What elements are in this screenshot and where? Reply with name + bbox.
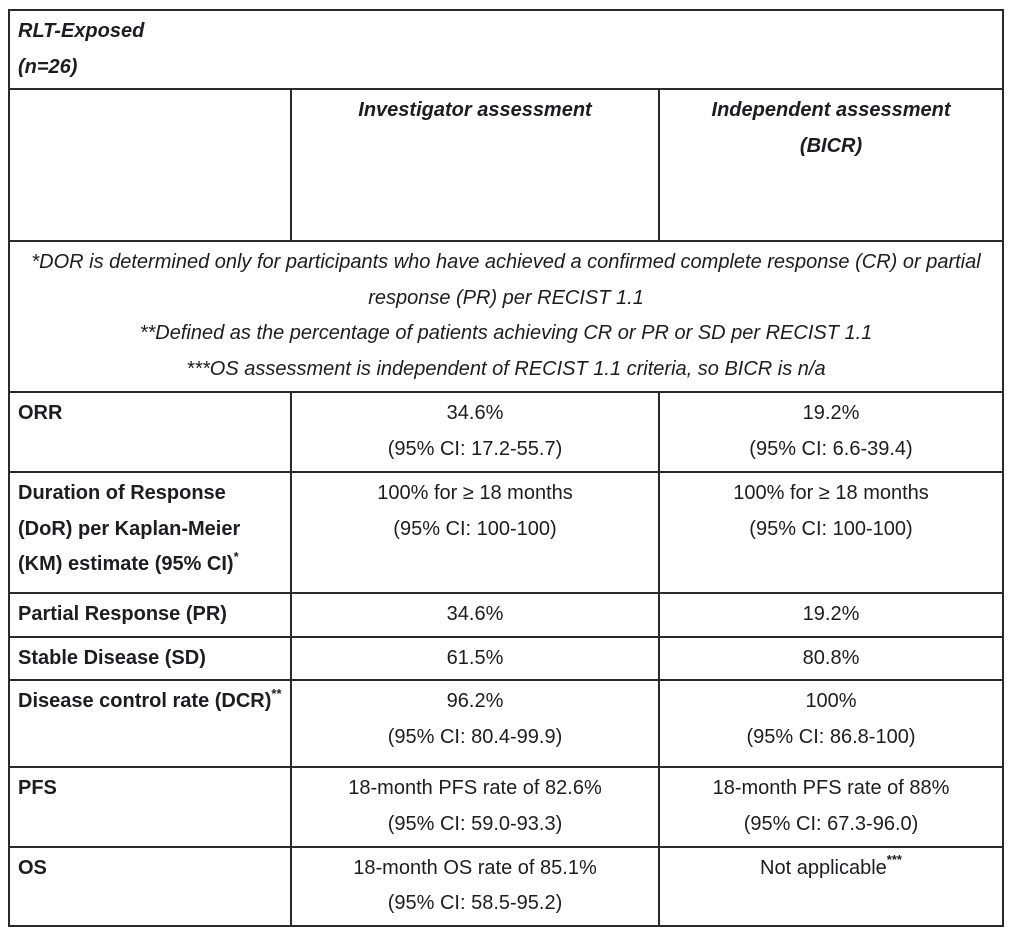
table-title: RLT-Exposed (n=26) xyxy=(7,8,1005,91)
ci-line: (95% CI: 80.4-99.9) xyxy=(387,725,563,748)
value-line: 100% xyxy=(805,690,857,713)
value-line: 18-month OS rate of 85.1% xyxy=(353,856,597,879)
value-line: 100% for ≥ 18 months xyxy=(733,482,929,505)
table-title-line2: (n=26) xyxy=(18,55,78,78)
orr-investigator-value: 34.6% (95% CI: 17.2-55.7) xyxy=(290,391,660,474)
os-bicr-value: Not applicable*** xyxy=(657,845,1005,927)
value-line: 19.2% xyxy=(802,603,860,626)
table-row-title: RLT-Exposed (n=26) xyxy=(7,8,1005,91)
results-table: RLT-Exposed (n=26) Investigator assessme… xyxy=(7,8,1005,927)
value-line: 34.6% xyxy=(446,402,504,425)
pr-investigator-value: 34.6% xyxy=(290,592,660,638)
value-line: 19.2% xyxy=(802,402,860,425)
footnote-marker: *** xyxy=(886,851,902,867)
row-label-orr: ORR xyxy=(8,391,292,474)
footnote-os: ***OS assessment is independent of RECIS… xyxy=(186,357,826,380)
ci-line: (95% CI: 100-100) xyxy=(749,517,913,540)
dor-bicr-value: 100% for ≥ 18 months (95% CI: 100-100) xyxy=(657,471,1005,595)
footnote-marker: ** xyxy=(271,685,282,701)
ci-line: (95% CI: 86.8-100) xyxy=(746,725,916,748)
ci-line: (95% CI: 100-100) xyxy=(393,517,557,540)
pfs-investigator-value: 18-month PFS rate of 82.6% (95% CI: 59.0… xyxy=(290,766,660,848)
row-label-dor: Duration of Response (DoR) per Kaplan-Me… xyxy=(8,471,292,595)
ci-line: (95% CI: 6.6-39.4) xyxy=(749,437,913,460)
row-label-dcr: Disease control rate (DCR)** xyxy=(8,679,292,769)
column-header-empty xyxy=(8,88,292,243)
row-label-pr: Partial Response (PR) xyxy=(8,592,292,638)
dor-investigator-value: 100% for ≥ 18 months (95% CI: 100-100) xyxy=(290,471,660,595)
os-investigator-value: 18-month OS rate of 85.1% (95% CI: 58.5-… xyxy=(290,845,660,927)
column-header-bicr-line1: Independent assessment xyxy=(711,99,951,122)
dcr-bicr-value: 100% (95% CI: 86.8-100) xyxy=(657,679,1005,769)
row-label-pfs: PFS xyxy=(8,766,292,848)
table-row-orr: ORR 34.6% (95% CI: 17.2-55.7) 19.2% (95%… xyxy=(8,391,1005,474)
column-header-bicr: Independent assessment (BICR) xyxy=(657,88,1005,243)
table-row-pfs: PFS 18-month PFS rate of 82.6% (95% CI: … xyxy=(8,766,1005,848)
pfs-bicr-value: 18-month PFS rate of 88% (95% CI: 67.3-9… xyxy=(657,766,1005,848)
value-line: 34.6% xyxy=(446,603,504,626)
value-line: 18-month PFS rate of 82.6% xyxy=(348,777,602,800)
footnote-dor: *DOR is determined only for participants… xyxy=(31,251,981,309)
table-row-os: OS 18-month OS rate of 85.1% (95% CI: 58… xyxy=(8,845,1005,927)
ci-line: (95% CI: 58.5-95.2) xyxy=(387,892,563,915)
row-label-sd: Stable Disease (SD) xyxy=(8,635,292,682)
sd-bicr-value: 80.8% xyxy=(657,635,1005,682)
footnote-dcr: **Defined as the percentage of patients … xyxy=(139,322,873,345)
row-label-os: OS xyxy=(8,845,292,927)
value-line: Not applicable*** xyxy=(760,851,902,879)
pr-bicr-value: 19.2% xyxy=(657,592,1005,638)
ci-line: (95% CI: 59.0-93.3) xyxy=(387,812,563,835)
table-title-line1: RLT-Exposed xyxy=(18,20,145,42)
table-row-sd: Stable Disease (SD) 61.5% 80.8% xyxy=(8,635,1005,682)
footnote-marker: * xyxy=(233,548,239,564)
table-row-dcr: Disease control rate (DCR)** 96.2% (95% … xyxy=(8,679,1005,769)
table-row-dor: Duration of Response (DoR) per Kaplan-Me… xyxy=(8,471,1005,595)
table-row-column-headers: Investigator assessment Independent asse… xyxy=(8,88,1005,243)
value-line: 18-month PFS rate of 88% xyxy=(712,777,950,800)
ci-line: (95% CI: 17.2-55.7) xyxy=(387,437,563,460)
value-line: 61.5% xyxy=(446,646,504,669)
column-header-investigator-label: Investigator assessment xyxy=(358,99,592,122)
column-header-investigator: Investigator assessment xyxy=(290,88,660,243)
value-line: 80.8% xyxy=(802,646,860,669)
value-line: 96.2% xyxy=(446,690,504,713)
footnotes-cell: *DOR is determined only for participants… xyxy=(7,240,1005,394)
sd-investigator-value: 61.5% xyxy=(290,635,660,682)
orr-bicr-value: 19.2% (95% CI: 6.6-39.4) xyxy=(657,391,1005,474)
dcr-investigator-value: 96.2% (95% CI: 80.4-99.9) xyxy=(290,679,660,769)
column-header-bicr-line2: (BICR) xyxy=(799,134,863,157)
ci-line: (95% CI: 67.3-96.0) xyxy=(743,812,919,835)
table-row-pr: Partial Response (PR) 34.6% 19.2% xyxy=(8,592,1005,638)
table-row-footnotes: *DOR is determined only for participants… xyxy=(7,240,1005,394)
value-line: 100% for ≥ 18 months xyxy=(377,482,573,505)
